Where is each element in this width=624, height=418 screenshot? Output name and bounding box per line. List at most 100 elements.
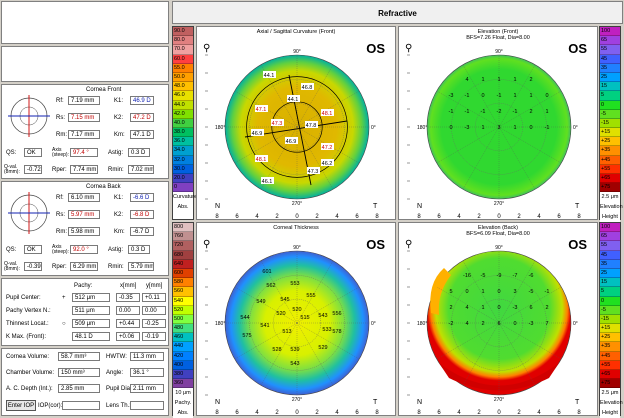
zoom-icon[interactable]: ⚲ [203, 43, 211, 54]
axial-value-bg [307, 167, 320, 174]
scale-step: 42.0 [173, 109, 193, 119]
axis-tick-label: 4 [255, 410, 259, 416]
back-rmin-label: Rmin: [108, 264, 124, 270]
thickness-value: 578 [332, 329, 341, 335]
elevation-value: 4 [465, 321, 468, 327]
scale-step: 580 [173, 278, 193, 288]
back-rf-value: 6.10 mm [68, 193, 100, 202]
elevation-value: 0 [449, 125, 452, 131]
volumes-panel: Cornea Volume: 58.7 mm³ HWTW: 11.3 mm Ch… [1, 348, 169, 416]
scale-step: 90.0 [173, 27, 193, 37]
scale-step: +35 [600, 146, 620, 156]
scale-unit2: Abs. [173, 408, 193, 418]
map-title: Corneal Thickness [273, 225, 319, 231]
thickness-value: 543 [290, 361, 299, 367]
axis-tick-label: 4 [537, 214, 541, 220]
pachy-header: Pachy: [74, 283, 93, 289]
pachy-row-value: 512 μm [72, 293, 110, 302]
elevation-value: 3 [513, 289, 516, 295]
scale-step: +55 [600, 164, 620, 174]
axis-tick-label: 8 [215, 214, 219, 220]
enter-iop-button[interactable]: Enter IOP [6, 400, 36, 411]
elevation-value: -1 [545, 125, 550, 131]
map-elev_front[interactable]: 100 65 55 45 35 25 15 5 0 -5 -15 +15 +25 +35 +45 +55 +65… [398, 26, 623, 223]
axis-tick-label: 6 [437, 214, 441, 220]
axis-tick-label: 4 [335, 410, 339, 416]
iop-cor-value [62, 401, 100, 410]
thickness-value: 555 [306, 293, 315, 299]
pachy-row-y: -0.25 [142, 319, 166, 328]
axis-tick-label: 8 [577, 214, 581, 220]
front-rper-value: 7.74 mm [70, 165, 98, 174]
thickness-value: 575 [242, 333, 251, 339]
pachy-row-value: 509 μm [72, 319, 110, 328]
back-qval-label: Q-val. (8mm): [4, 261, 20, 272]
scale-step: +25 [600, 333, 620, 343]
axis-tick-label: 6 [557, 214, 561, 220]
axial-value: 46.9 [286, 139, 297, 145]
thickness-value: 545 [280, 297, 289, 303]
temporal-label: T [575, 203, 580, 210]
elevation-value: 6 [497, 321, 500, 327]
angle-top: 90° [293, 49, 301, 55]
scale-step: 44.0 [173, 100, 193, 110]
scale-step: +75 [600, 183, 620, 193]
axial-value-bg [285, 137, 298, 144]
axial-value: 46.9 [252, 131, 263, 137]
k2-label: K2: [114, 115, 124, 121]
axis-tick-label: 0 [295, 410, 299, 416]
map-thickness[interactable]: 800 760 720 680 640 600 580 560 540 520 500 480 460 4… [172, 222, 396, 418]
axis-tick-label: 4 [457, 410, 461, 416]
axis-tick-label: 8 [375, 410, 379, 416]
scale-step: 65 [600, 232, 620, 242]
nasal-label: N [215, 399, 220, 406]
axis-tick-label: 2 [517, 214, 521, 220]
pachy-row-label: K Max. (Front): [6, 334, 47, 340]
elevation-value: 0 [497, 305, 500, 311]
elevation-value: -5 [529, 289, 534, 295]
front-qval-value: -0.72 [24, 165, 42, 174]
pachy-row-label: Thinnest Locat.: [6, 321, 49, 327]
scale-step: 420 [173, 351, 193, 361]
scale-step: 5 [600, 287, 620, 297]
axis-tick-label: 0 [295, 214, 299, 220]
back-k1-label: K1: [114, 195, 124, 201]
axis-tick-label: 2 [315, 214, 319, 220]
elevation-value: 7 [545, 321, 548, 327]
zoom-icon[interactable]: ⚲ [203, 239, 211, 250]
back-astig-label: Astig: [108, 247, 124, 253]
elevation-value: 1 [481, 77, 484, 83]
scale-step: 540 [173, 296, 193, 306]
zoom-icon[interactable]: ⚲ [405, 43, 413, 54]
angle-left: 180° [417, 321, 427, 327]
elevation-value: 1 [513, 125, 516, 131]
scale-step-label: 10 μm [173, 388, 193, 399]
angle-bottom: 270° [494, 201, 504, 207]
elevation-value: 0 [465, 289, 468, 295]
qs-label: QS: [6, 150, 17, 156]
rmin-label: Rmin: [108, 167, 124, 173]
map-axial[interactable]: 90.0 80.0 70.0 60.0 55.0 50.0 48.0 46.0 44.0 42.0… [172, 26, 396, 220]
angle-left: 180° [417, 125, 427, 131]
back-km-label: Km: [114, 229, 125, 235]
scale-unit: Elevation [600, 202, 623, 213]
thickness-value: 529 [318, 345, 327, 351]
scale-step: 15 [600, 278, 620, 288]
scale-unit: Elevation [600, 398, 623, 409]
elevation-value: -1 [497, 93, 502, 99]
axial-value: 47.2 [322, 145, 333, 151]
map-elev_back[interactable]: 100 65 55 45 35 25 15 5 0 -5 -15 +15 +25 +35 +45 +55 +65… [398, 222, 623, 418]
thickness-value: 549 [256, 299, 265, 305]
elevation-value: -3 [513, 305, 518, 311]
axis-tick-label: 8 [215, 410, 219, 416]
zoom-icon[interactable]: ⚲ [405, 239, 413, 250]
scale-step: 20.0 [173, 174, 193, 184]
back-km-value: -6.7 D [130, 227, 154, 236]
scale-step-label: 2.5 μm [600, 192, 620, 203]
elevation-value: 1 [497, 77, 500, 83]
angle-right: 0° [371, 125, 376, 131]
thickness-value: 533 [322, 327, 331, 333]
angle-top: 90° [495, 49, 503, 55]
elevation-value: -16 [463, 273, 471, 279]
axis-tick-label: 8 [577, 410, 581, 416]
